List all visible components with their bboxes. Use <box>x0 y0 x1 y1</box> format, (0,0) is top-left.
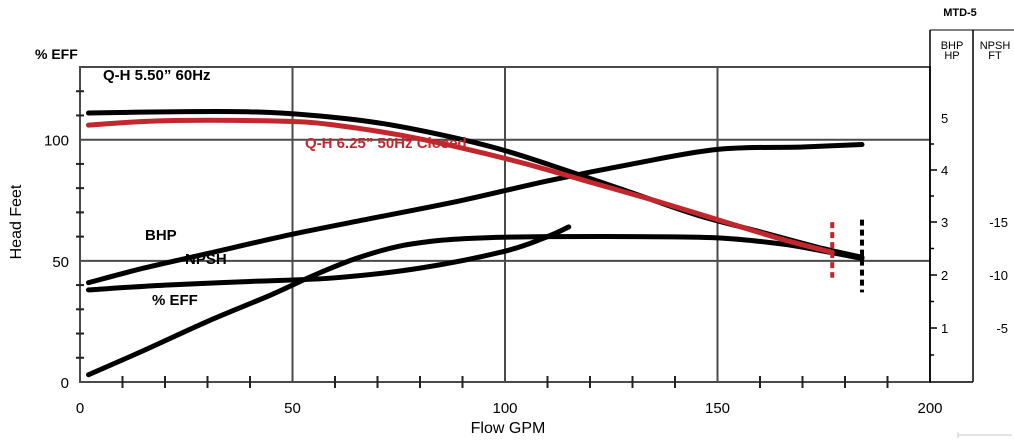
series-label-eff: % EFF <box>152 292 198 309</box>
bhp-tick-label: 4 <box>941 163 948 178</box>
series-label-npsh: NPSH <box>185 251 227 268</box>
corner-mark <box>957 432 1012 438</box>
npsh-tick-label: -5 <box>996 321 1008 336</box>
x-tick-label: 50 <box>284 400 301 417</box>
series-line-0 <box>86 109 865 260</box>
x-axis-title: Flow GPM <box>471 420 546 437</box>
series-label-qh-60hz: Q-H 5.50” 60Hz <box>103 67 211 84</box>
x-tick-label: 200 <box>917 400 942 417</box>
npsh-tick-label: -10 <box>989 268 1008 283</box>
bhp-tick-label: 1 <box>941 321 948 336</box>
series-label-bhp: BHP <box>145 227 177 244</box>
npsh-tick-label: -15 <box>989 215 1008 230</box>
npsh-header-line2: FT <box>988 50 1002 62</box>
bhp-tick-label: 3 <box>941 215 948 230</box>
bhp-tick-label: 2 <box>941 268 948 283</box>
axis-ticks: 0 50 100 150 200 0 50 100 <box>44 90 943 417</box>
bhp-header-line2: HP <box>944 50 959 62</box>
y-axis-title: Head Feet <box>8 184 25 259</box>
series-line-1 <box>86 117 835 255</box>
model-label: MTD-5 <box>943 7 977 19</box>
y-tick-label: 0 <box>61 375 69 392</box>
eff-axis-label: % EFF <box>35 46 78 62</box>
y-tick-label: 50 <box>52 254 69 271</box>
x-tick-label: 0 <box>76 400 84 417</box>
y-tick-label: 100 <box>44 133 69 150</box>
right-axis-panel: 1 2 3 4 5 -5 -10 -15 <box>929 29 1014 383</box>
x-tick-label: 150 <box>705 400 730 417</box>
series-lines <box>86 109 865 378</box>
series-line-4 <box>86 233 865 378</box>
series-line-2 <box>86 142 865 286</box>
series-label-qh-50hz: Q-H 6.25” 50Hz Closed <box>305 135 467 152</box>
bhp-tick-label: 5 <box>941 111 948 126</box>
npsh-header-line1: NPSH <box>980 40 1011 52</box>
vertical-markers <box>830 219 864 293</box>
x-tick-label: 100 <box>492 400 517 417</box>
bhp-header-line1: BHP <box>941 40 964 52</box>
grid-lines <box>79 66 931 383</box>
series-line-3 <box>86 224 572 293</box>
